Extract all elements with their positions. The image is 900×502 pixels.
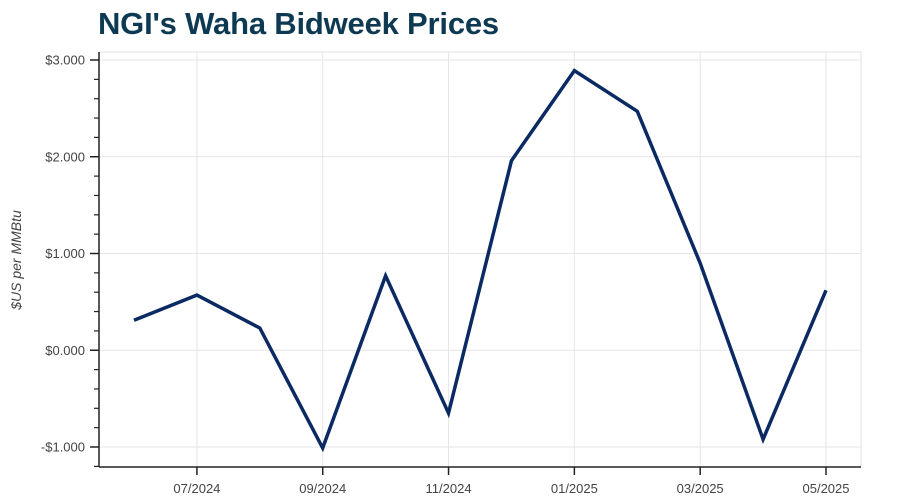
axes bbox=[98, 52, 861, 468]
y-tick-label: $0.000 bbox=[45, 343, 85, 358]
x-tick-label: 05/2025 bbox=[803, 481, 850, 496]
data-series bbox=[133, 68, 828, 453]
x-tick-label: 11/2024 bbox=[426, 481, 472, 496]
x-tick-label: 09/2024 bbox=[299, 481, 346, 496]
y-axis-ticks: $3.000 $2.000 $1.000 $0.000 -$1.000 bbox=[41, 53, 99, 467]
y-tick-label: $2.000 bbox=[45, 149, 85, 164]
chart-title: NGI's Waha Bidweek Prices bbox=[98, 6, 499, 41]
gridlines bbox=[99, 52, 861, 467]
x-tick-label: 01/2025 bbox=[551, 481, 598, 496]
x-axis-ticks: 07/2024 09/2024 11/2024 01/2025 03/2025 05/20… bbox=[173, 467, 850, 496]
price-line bbox=[133, 68, 828, 453]
y-tick-label: $1.000 bbox=[45, 246, 85, 261]
plot-frame bbox=[98, 51, 862, 468]
y-tick-label: -$1.000 bbox=[41, 440, 85, 455]
x-tick-label: 03/2025 bbox=[677, 481, 724, 496]
y-axis-title: $US per MMBtu bbox=[8, 210, 24, 311]
y-tick-label: $3.000 bbox=[45, 53, 85, 68]
x-tick-label: 07/2024 bbox=[173, 481, 220, 496]
